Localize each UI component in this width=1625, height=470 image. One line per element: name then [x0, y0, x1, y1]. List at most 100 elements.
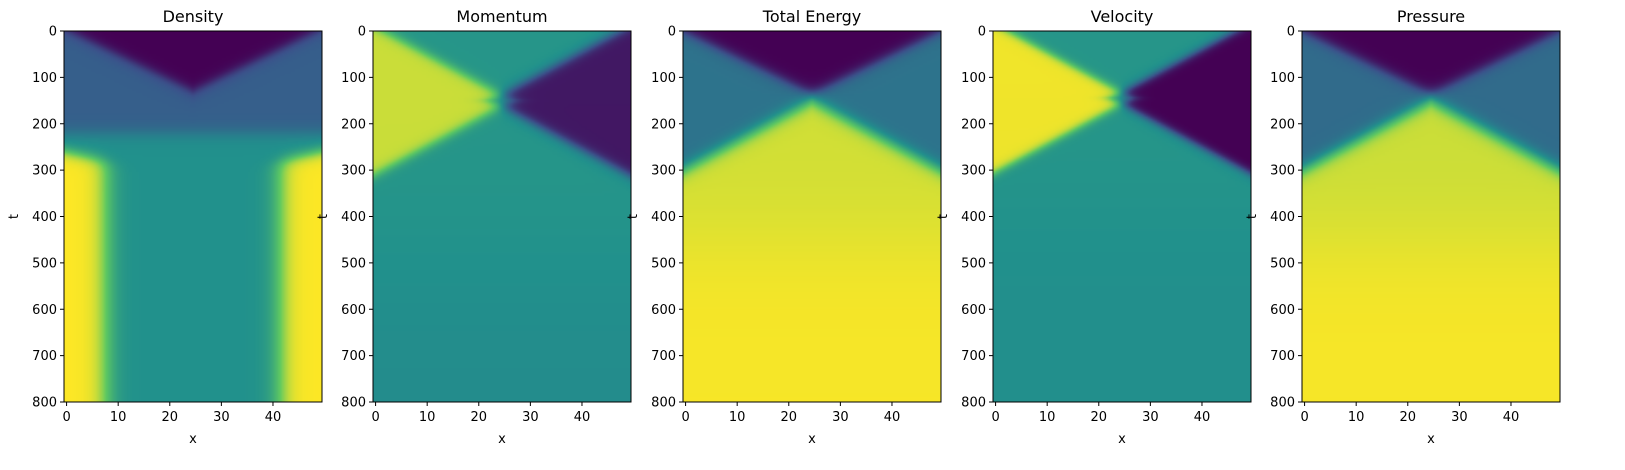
y-tick-label: 100 [341, 71, 366, 86]
x-tick-label: 20 [1091, 410, 1108, 425]
y-tick-label: 400 [341, 210, 366, 225]
y-tick-label: 700 [961, 349, 986, 364]
x-tick-label: 40 [265, 410, 282, 425]
y-axis-label: t [1245, 214, 1260, 219]
panel-density: Density 0 10 20 30 40 0 100 200 300 400 500 600 700 80… [4, 0, 323, 470]
y-tick-label: 600 [32, 303, 57, 318]
heatmap-image [373, 31, 631, 402]
chart-title: Total Energy [762, 7, 862, 26]
y-tick-label: 800 [651, 396, 676, 411]
y-tick-label: 600 [651, 303, 676, 318]
y-tick-label: 600 [1270, 303, 1295, 318]
x-tick-label: 0 [62, 410, 70, 425]
y-tick-label: 200 [651, 117, 676, 132]
x-tick-label: 10 [1039, 410, 1056, 425]
y-tick-label: 500 [341, 256, 366, 271]
y-tick-label: 200 [32, 117, 57, 132]
x-axis-label: x [1427, 432, 1435, 447]
chart-title: Momentum [456, 7, 548, 26]
y-tick-label: 700 [32, 349, 57, 364]
y-tick-label: 500 [1270, 256, 1295, 271]
y-tick-label: 600 [341, 303, 366, 318]
y-tick-label: 300 [651, 164, 676, 179]
chart-title: Density [162, 7, 224, 26]
y-tick-label: 800 [961, 396, 986, 411]
x-tick-label: 0 [1300, 410, 1308, 425]
x-tick-label: 10 [110, 410, 127, 425]
y-tick-label: 300 [341, 164, 366, 179]
x-tick-label: 40 [884, 410, 901, 425]
y-tick-label: 500 [32, 256, 57, 271]
y-tick-label: 800 [32, 396, 57, 411]
x-tick-label: 10 [419, 410, 436, 425]
y-tick-label: 0 [978, 25, 986, 40]
y-tick-label: 0 [668, 25, 676, 40]
y-axis-label: t [7, 214, 22, 219]
y-axis-label: t [936, 214, 951, 219]
y-tick-label: 500 [961, 256, 986, 271]
y-tick-label: 500 [651, 256, 676, 271]
y-tick-label: 600 [961, 303, 986, 318]
y-tick-label: 200 [341, 117, 366, 132]
x-tick-label: 30 [1142, 410, 1159, 425]
x-axis-label: x [498, 432, 506, 447]
y-tick-label: 400 [1270, 210, 1295, 225]
y-tick-label: 200 [1270, 117, 1295, 132]
x-tick-label: 40 [574, 410, 591, 425]
x-tick-label: 30 [522, 410, 539, 425]
y-tick-label: 100 [1270, 71, 1295, 86]
y-tick-label: 200 [961, 117, 986, 132]
y-tick-label: 800 [1270, 396, 1295, 411]
x-tick-label: 30 [213, 410, 230, 425]
y-tick-label: 700 [341, 349, 366, 364]
heatmap-image [64, 31, 322, 402]
y-tick-label: 0 [1287, 25, 1295, 40]
y-axis-label: t [626, 214, 641, 219]
heatmap-image [1302, 31, 1560, 402]
x-tick-label: 10 [729, 410, 746, 425]
heatmap-image [683, 31, 941, 402]
x-tick-label: 40 [1503, 410, 1520, 425]
y-tick-label: 0 [49, 25, 57, 40]
y-tick-label: 300 [1270, 164, 1295, 179]
y-axis-label: t [316, 214, 331, 219]
y-tick-label: 100 [961, 71, 986, 86]
y-tick-label: 400 [651, 210, 676, 225]
x-tick-label: 20 [781, 410, 798, 425]
y-tick-label: 0 [358, 25, 366, 40]
x-axis-label: x [808, 432, 816, 447]
y-tick-label: 700 [651, 349, 676, 364]
y-tick-label: 300 [32, 164, 57, 179]
y-tick-label: 700 [1270, 349, 1295, 364]
x-tick-label: 30 [1451, 410, 1468, 425]
x-tick-label: 20 [162, 410, 179, 425]
panel-pressure: Pressure 0 10 20 30 40 0 100 200 300 400 500 600 700 8… [1242, 0, 1561, 470]
heatmap-image [993, 31, 1251, 402]
panel-total-energy: Total Energy 0 10 20 30 40 0 100 200 300 400 500 600… [623, 0, 942, 470]
x-tick-label: 30 [832, 410, 849, 425]
panel-momentum: Momentum 0 10 20 30 40 0 100 200 300 400 500 600 700 8… [313, 0, 632, 470]
y-tick-label: 300 [961, 164, 986, 179]
y-tick-label: 100 [651, 71, 676, 86]
y-tick-label: 400 [961, 210, 986, 225]
x-tick-label: 20 [471, 410, 488, 425]
x-tick-label: 40 [1194, 410, 1211, 425]
y-tick-label: 800 [341, 396, 366, 411]
chart-title: Velocity [1090, 7, 1154, 26]
x-tick-label: 0 [681, 410, 689, 425]
x-tick-label: 0 [991, 410, 999, 425]
x-axis-label: x [189, 432, 197, 447]
x-tick-label: 10 [1348, 410, 1365, 425]
chart-title: Pressure [1396, 7, 1466, 26]
panel-velocity: Velocity 0 10 20 30 40 0 100 200 300 400 500 600 700 8… [933, 0, 1252, 470]
y-tick-label: 400 [32, 210, 57, 225]
x-axis-label: x [1118, 432, 1126, 447]
x-tick-label: 0 [371, 410, 379, 425]
y-tick-label: 100 [32, 71, 57, 86]
x-tick-label: 20 [1400, 410, 1417, 425]
